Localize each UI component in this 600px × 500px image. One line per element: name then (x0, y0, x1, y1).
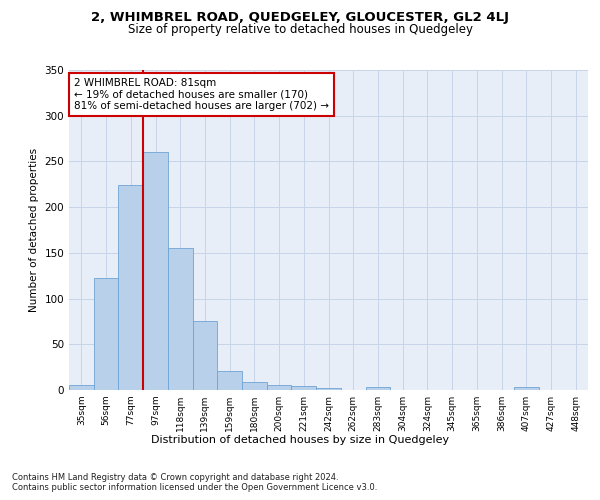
Text: Distribution of detached houses by size in Quedgeley: Distribution of detached houses by size … (151, 435, 449, 445)
Text: Size of property relative to detached houses in Quedgeley: Size of property relative to detached ho… (128, 22, 473, 36)
Bar (143, 152, 168, 390)
Bar (267, 386, 292, 390)
Bar (242, 382, 267, 390)
Text: Contains HM Land Registry data © Crown copyright and database right 2024.
Contai: Contains HM Land Registry data © Crown c… (12, 472, 377, 492)
Y-axis label: Number of detached properties: Number of detached properties (29, 148, 39, 312)
Bar (193, 320, 217, 390)
Bar (217, 371, 242, 390)
Bar (69, 384, 94, 390)
Bar (514, 388, 539, 390)
Bar (365, 388, 390, 390)
Text: 2 WHIMBREL ROAD: 81sqm
← 19% of detached houses are smaller (170)
81% of semi-de: 2 WHIMBREL ROAD: 81sqm ← 19% of detached… (74, 78, 329, 111)
Text: 2, WHIMBREL ROAD, QUEDGELEY, GLOUCESTER, GL2 4LJ: 2, WHIMBREL ROAD, QUEDGELEY, GLOUCESTER,… (91, 11, 509, 24)
Bar (118, 185, 143, 390)
Bar (168, 248, 193, 390)
Bar (316, 388, 341, 390)
Bar (94, 278, 118, 390)
Bar (292, 386, 316, 390)
